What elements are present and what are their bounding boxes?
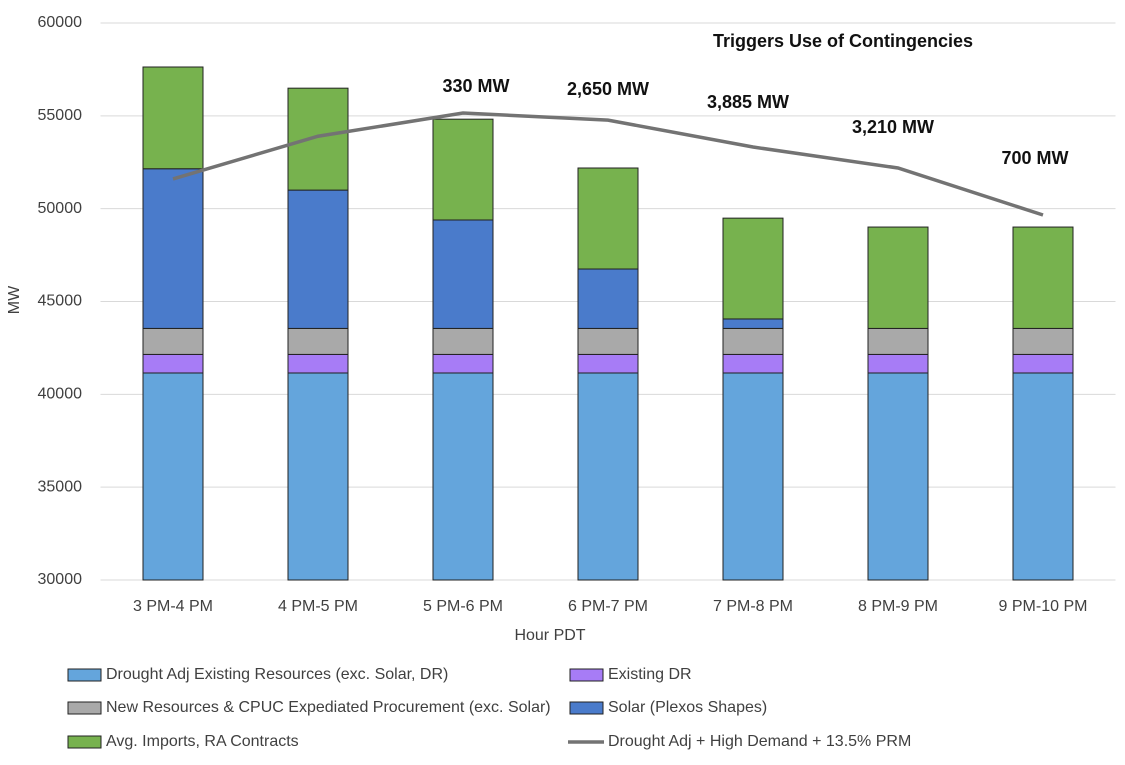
bar-segment [432, 327, 494, 355]
legend-label: New Resources & CPUC Expediated Procurem… [106, 699, 551, 716]
bar-segment [722, 217, 784, 320]
x-tick-label: 8 PM-9 PM [858, 598, 938, 615]
bar-segment [287, 87, 349, 191]
y-tick-label: 55000 [38, 107, 83, 124]
legend-swatch [67, 701, 102, 715]
bar-segment [432, 219, 494, 329]
bar-segment [142, 327, 204, 355]
x-tick-label: 6 PM-7 PM [568, 598, 648, 615]
bar-segment [867, 372, 929, 581]
bar-segment [287, 372, 349, 581]
legend-label: Avg. Imports, RA Contracts [106, 733, 299, 750]
bar-segment [577, 268, 639, 329]
bar-segment [867, 353, 929, 374]
y-tick-label: 40000 [38, 386, 83, 403]
bar-segment [1012, 327, 1074, 355]
bar-segment [432, 118, 494, 221]
bar-segment [722, 318, 784, 329]
legend-label: Drought Adj Existing Resources (exc. Sol… [106, 666, 448, 683]
bar-segment [142, 372, 204, 581]
annotation: 3,210 MW [852, 117, 934, 137]
x-tick-label: 9 PM-10 PM [999, 598, 1088, 615]
bar-segment [432, 372, 494, 581]
y-tick-label: 30000 [38, 571, 83, 588]
y-tick-label: 60000 [38, 14, 83, 31]
bar-segment [577, 167, 639, 270]
x-tick-label: 4 PM-5 PM [278, 598, 358, 615]
bar-segment [722, 372, 784, 581]
bar-segment [432, 353, 494, 374]
x-axis-label: Hour PDT [514, 627, 585, 644]
bar-segment [287, 189, 349, 329]
x-tick-label: 7 PM-8 PM [713, 598, 793, 615]
bar-segment [142, 66, 204, 170]
chart-title: Triggers Use of Contingencies [713, 31, 973, 51]
x-tick-label: 5 PM-6 PM [423, 598, 503, 615]
line-series [172, 111, 1044, 217]
annotation: 330 MW [442, 76, 509, 96]
legend-label: Existing DR [608, 666, 692, 683]
bar-segment [722, 327, 784, 355]
legend-swatch [569, 668, 604, 682]
legend-swatch [67, 735, 102, 749]
bar-segment [1012, 372, 1074, 581]
bar-segment [577, 327, 639, 355]
bar-segment [287, 353, 349, 374]
bar-segment [287, 327, 349, 355]
y-tick-label: 35000 [38, 478, 83, 495]
bar-segment [577, 353, 639, 374]
bar-segment [867, 226, 929, 329]
annotation: 700 MW [1001, 148, 1068, 168]
bar-segment [142, 353, 204, 374]
y-tick-label: 50000 [38, 200, 83, 217]
annotation: 2,650 MW [567, 79, 649, 99]
legend-label: Drought Adj + High Demand + 13.5% PRM [608, 733, 911, 750]
bar-segment [722, 353, 784, 374]
y-axis-label: MW [6, 285, 23, 314]
bar-segment [867, 327, 929, 355]
bar-segment [1012, 353, 1074, 374]
y-tick-label: 45000 [38, 293, 83, 310]
x-tick-label: 3 PM-4 PM [133, 598, 213, 615]
bar-segment [577, 372, 639, 581]
legend-swatch [569, 701, 604, 715]
bar-segment [142, 168, 204, 329]
bar-segment [1012, 226, 1074, 329]
legend-label: Solar (Plexos Shapes) [608, 699, 767, 716]
legend-swatch [67, 668, 102, 682]
annotation: 3,885 MW [707, 92, 789, 112]
